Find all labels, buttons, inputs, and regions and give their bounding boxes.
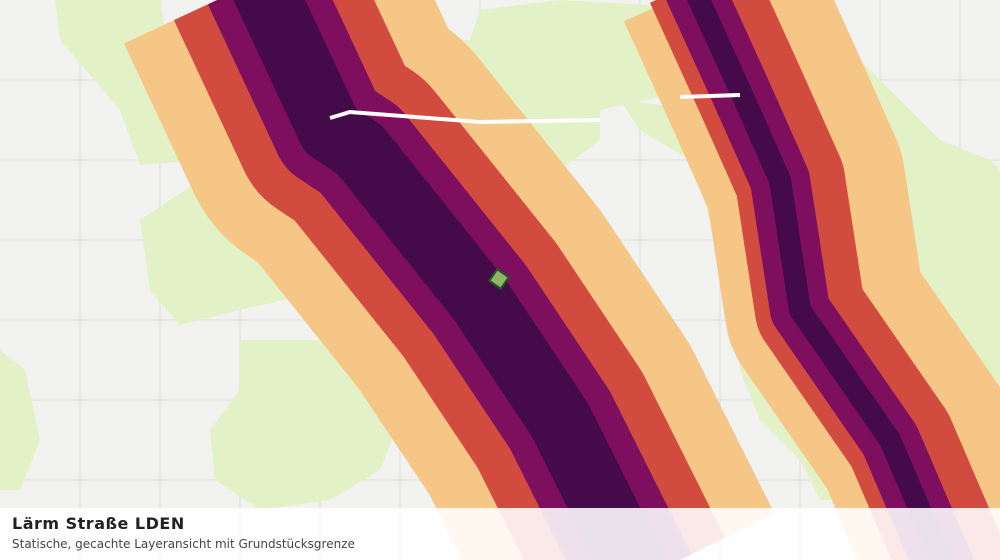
noise-right-corridor (623, 0, 1000, 560)
map-title: Lärm Straße LDEN (12, 514, 185, 533)
noise-left-corridor (124, 0, 775, 560)
caption-panel: Lärm Straße LDEN Statische, gecachte Lay… (0, 508, 1000, 560)
cut-lines (329, 93, 741, 125)
map-subtitle: Statische, gecachte Layeransicht mit Gru… (12, 537, 355, 551)
parcel-boundary (487, 267, 511, 291)
